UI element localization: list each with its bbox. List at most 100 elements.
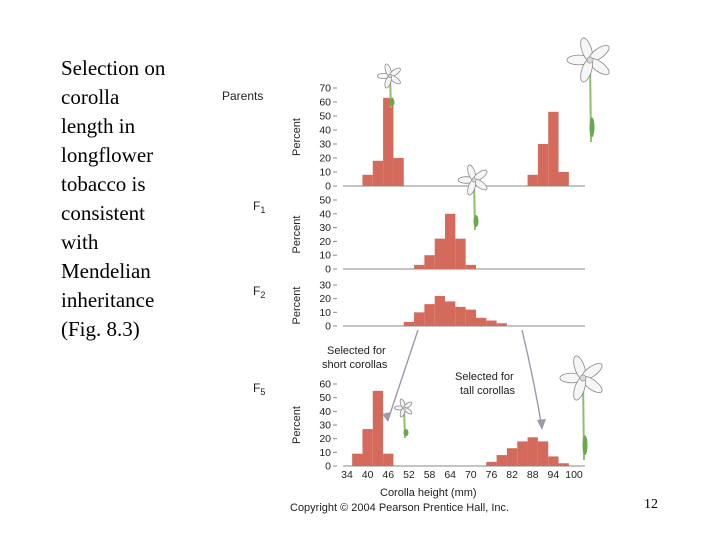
histogram-bar (558, 172, 569, 186)
label-f5: F5 (253, 381, 265, 397)
histogram-bar (372, 160, 384, 186)
copyright-notice: Copyright © 2004 Pearson Prentice Hall, … (290, 502, 509, 514)
histogram-bar (548, 111, 559, 186)
y-tick-label: 40 (319, 208, 331, 220)
caption-line: with (61, 230, 99, 254)
x-tick-label: 40 (362, 469, 374, 481)
y-tick-label: 20 (319, 433, 331, 445)
histogram-bar (527, 174, 538, 186)
histogram-bar (434, 295, 446, 326)
histogram-bar (424, 255, 435, 269)
y-tick-label: 30 (319, 280, 331, 292)
caption-line: length in (61, 114, 136, 138)
histogram-bar (527, 437, 538, 466)
y-tick-label: 10 (319, 447, 331, 459)
panel-parents: 0 10 20 30 40 50 60 70 Percent (291, 83, 585, 193)
arrow-tall-selection (521, 329, 543, 429)
x-tick-label: 58 (424, 469, 436, 481)
histogram-bar (362, 429, 373, 466)
flower-f5-tall-icon (559, 355, 603, 461)
histogram-bar (496, 455, 507, 466)
histogram-bar (362, 174, 373, 186)
y-tick-label: 50 (319, 195, 331, 207)
y-tick-label: 10 (319, 167, 331, 179)
y-tick-label: 50 (319, 111, 331, 123)
caption-line: tobacco is (61, 172, 146, 196)
y-tick-label: 40 (319, 125, 331, 137)
x-tick-label: 52 (403, 469, 415, 481)
histogram-bar (393, 158, 404, 186)
y-axis-label: Percent (291, 118, 303, 156)
y-tick-label: 30 (319, 420, 331, 432)
histogram-bar (455, 306, 466, 326)
caption-line: longflower (61, 143, 154, 167)
caption-line: Mendelian (61, 259, 151, 283)
annotation-tall-line1: Selected for (455, 371, 514, 383)
y-tick-label: 10 (319, 250, 331, 262)
histogram-bar (548, 456, 559, 466)
histogram-bar (445, 301, 456, 326)
caption-line: consistent (61, 201, 145, 225)
histogram-bar (445, 213, 456, 269)
histogram-bar (352, 453, 363, 466)
y-tick-label: 0 (325, 264, 331, 276)
histogram-bar (517, 441, 528, 466)
y-tick-label: 40 (319, 406, 331, 418)
slide-number: 12 (644, 497, 658, 512)
histogram-bar (455, 238, 466, 269)
flower-tall-parent-icon (566, 37, 610, 143)
histogram-bar (414, 264, 425, 269)
histogram-bar (486, 320, 497, 326)
slide-caption: Selection on corolla length in longflower to… (61, 54, 191, 344)
histogram-panels: 010203040506070Percent01020304050Percent… (291, 83, 585, 481)
y-tick-label: 60 (319, 97, 331, 109)
x-tick-label: 70 (465, 469, 477, 481)
x-axis-label: Corolla height (mm) (380, 487, 477, 499)
y-tick-label: 60 (319, 379, 331, 391)
arrow-short-selection (387, 329, 419, 421)
label-f1: F1 (253, 199, 265, 215)
x-tick-label: 34 (341, 469, 353, 481)
y-tick-label: 10 (319, 307, 331, 319)
histogram-bar (537, 441, 549, 466)
y-tick-label: 70 (319, 83, 331, 95)
histogram-bar (558, 463, 569, 466)
histogram-bar (424, 304, 435, 326)
y-tick-label: 20 (319, 236, 331, 248)
histogram-bar (475, 317, 487, 326)
x-tick-label: 46 (382, 469, 394, 481)
x-tick-label: 76 (486, 469, 498, 481)
y-axis-label: Percent (291, 287, 303, 325)
histogram-bar (372, 390, 384, 466)
x-tick-label: 100 (565, 469, 583, 481)
histogram-bar (486, 461, 497, 466)
y-axis-label: Percent (291, 406, 303, 444)
y-tick-label: 20 (319, 153, 331, 165)
y-tick-label: 30 (319, 139, 331, 151)
caption-line: (Fig. 8.3) (61, 317, 140, 341)
histogram-bar (537, 144, 549, 186)
caption-line: inheritance (61, 288, 155, 312)
y-tick-label: 30 (319, 222, 331, 234)
histogram-bar (465, 264, 476, 269)
histogram-bar (383, 453, 394, 466)
y-axis-label: Percent (291, 216, 303, 254)
annotation-tall-line2: tall corollas (460, 385, 516, 397)
flower-f1-icon (457, 164, 488, 231)
y-tick-label: 0 (325, 461, 331, 473)
x-tick-label: 88 (527, 469, 539, 481)
label-f2: F2 (253, 284, 265, 300)
annotation-short-line1: Selected for (327, 345, 386, 357)
histogram-bar (403, 321, 415, 326)
x-tick-label: 64 (444, 469, 456, 481)
flower-illustrations (377, 37, 610, 461)
arrow-tall-head (537, 419, 546, 430)
annotation-short-line2: short corollas (322, 359, 388, 371)
histogram-bar (465, 309, 476, 326)
histogram-bar (414, 312, 425, 326)
histogram-bar (434, 238, 446, 269)
histogram-bar (383, 97, 394, 186)
